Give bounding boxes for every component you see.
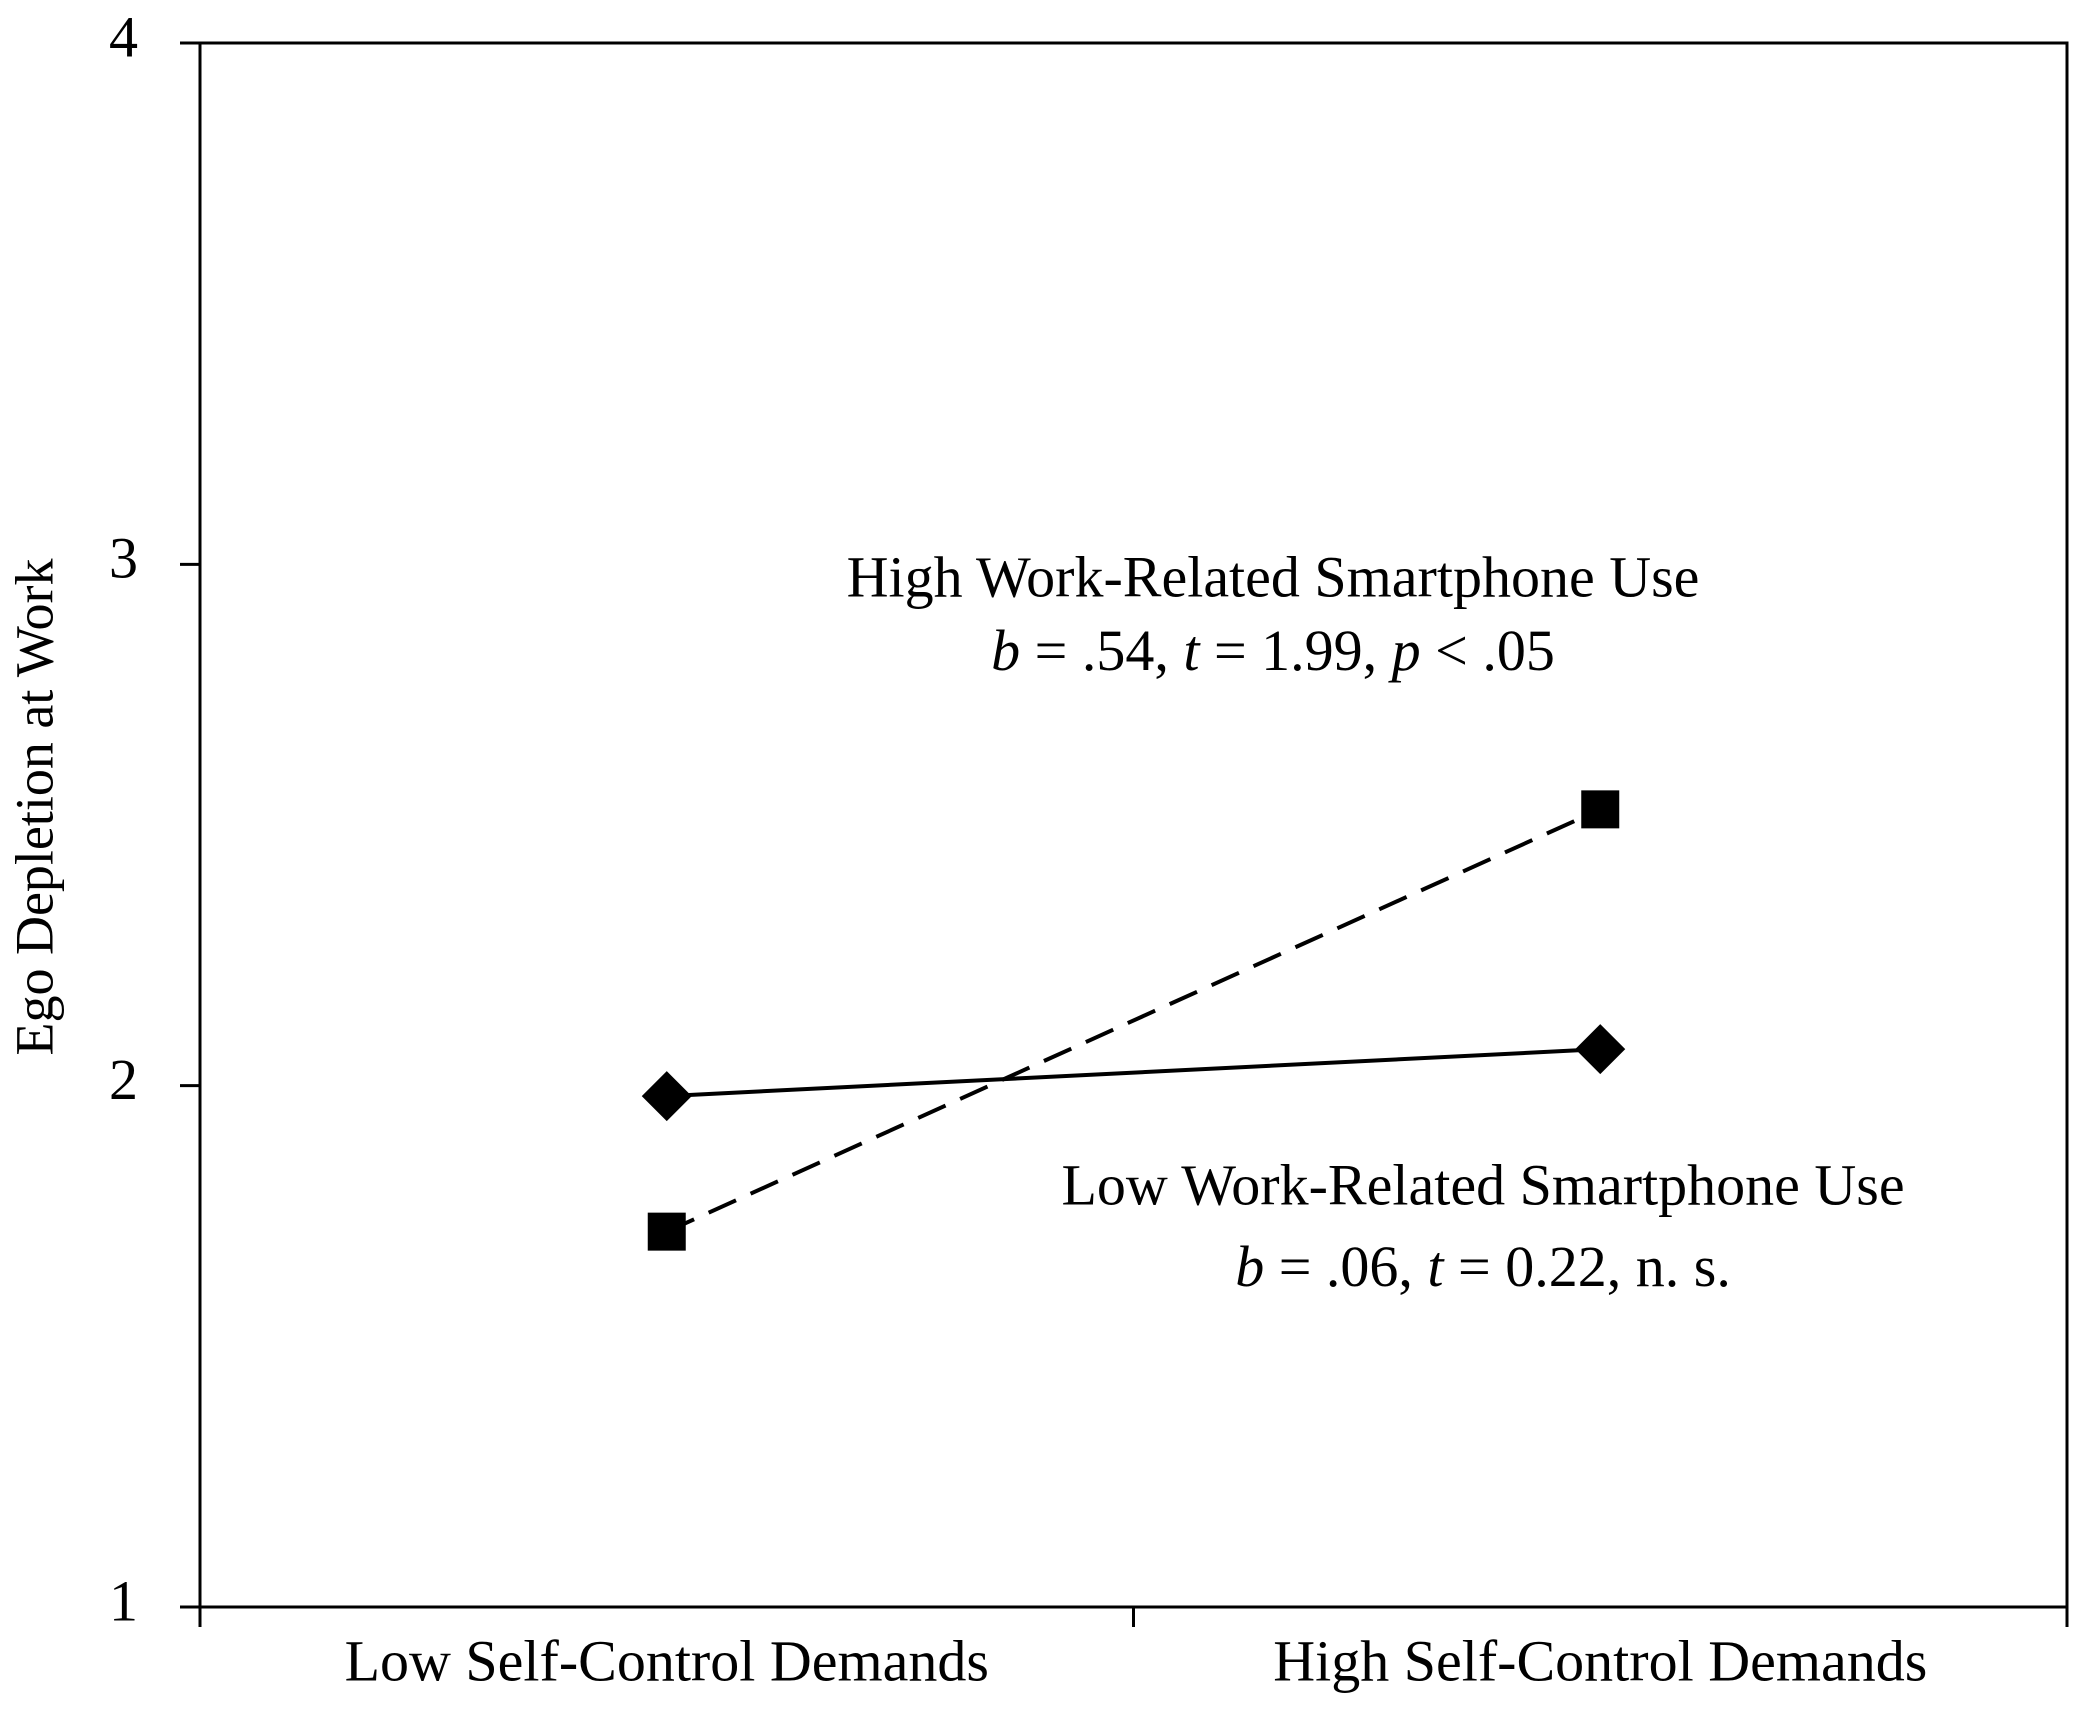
square-marker — [1581, 790, 1620, 829]
stats-run: b — [991, 618, 1020, 683]
y-tick-label: 2 — [109, 1047, 138, 1112]
stats-run: = .54, — [1020, 618, 1183, 683]
series-label: High Work-Related Smartphone Use — [847, 544, 1700, 609]
y-tick-label: 4 — [109, 4, 138, 69]
x-tick-label: Low Self-Control Demands — [345, 1628, 989, 1693]
plot-frame — [198, 41, 2069, 1609]
y-tick-label: 1 — [109, 1568, 138, 1633]
series-stats: b = .06, t = 0.22, n. s. — [1235, 1234, 1731, 1299]
diamond-marker — [1575, 1024, 1626, 1075]
series-line — [665, 807, 1602, 1234]
stats-run: = 0.22, n. s. — [1444, 1234, 1731, 1299]
series-stats: b = .54, t = 1.99, p < .05 — [991, 618, 1555, 683]
stats-run: = .06, — [1264, 1234, 1427, 1299]
stats-run: p — [1388, 618, 1421, 683]
y-tick-label: 3 — [109, 526, 138, 591]
series-line — [666, 1047, 1601, 1099]
stats-run: t — [1183, 618, 1201, 683]
diamond-marker — [641, 1071, 692, 1122]
stats-run: t — [1427, 1234, 1445, 1299]
x-tick-label: High Self-Control Demands — [1273, 1628, 1927, 1693]
stats-run: < .05 — [1421, 618, 1555, 683]
square-marker — [647, 1212, 686, 1251]
series-label: Low Work-Related Smartphone Use — [1061, 1152, 1904, 1217]
y-axis-label: Ego Depletion at Work — [4, 558, 64, 1055]
stats-run: b — [1235, 1234, 1264, 1299]
stats-run: = 1.99, — [1199, 618, 1391, 683]
